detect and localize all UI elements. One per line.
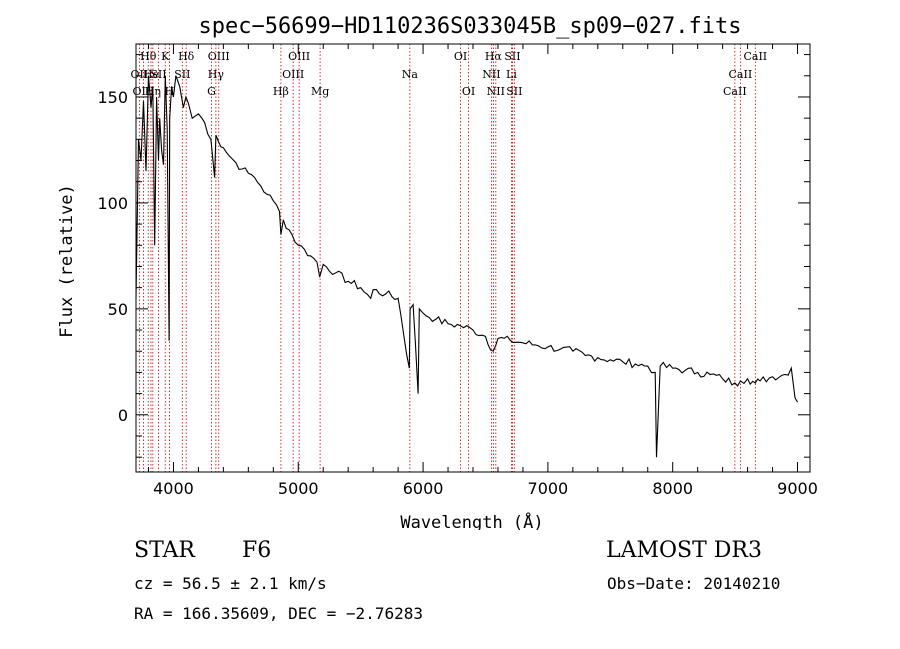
y-tick-label: 50 [108,300,128,319]
line-label: K [161,50,170,63]
object-subclass: F6 [242,538,272,563]
survey-name: LAMOST DR3 [606,538,762,563]
x-tick-label: 7000 [528,479,569,498]
line-label: Hθ [140,50,157,63]
y-tick-label: 100 [97,194,128,213]
spectrum-chart: spec−56699−HD110236S033045B_sp09−027.fit… [57,14,818,530]
plot-frame [135,43,811,473]
chart-title: spec−56699−HD110236S033045B_sp09−027.fit… [198,14,741,39]
spectrum-line [135,75,798,458]
object-class: STAR [134,538,195,563]
line-label: Hδ [178,50,195,63]
line-label: G [207,85,216,98]
line-label: OII [131,68,149,81]
x-tick-label: 8000 [652,479,693,498]
line-label: Mg [311,85,329,98]
line-label: SII [150,68,166,81]
line-label: Hβ [273,85,289,98]
x-axis-label: Wavelength (Å) [400,511,543,530]
line-label: CaII [723,85,747,98]
line-label: NII [487,85,505,98]
coordinates: RA = 166.35609, DEC = −2.76283 [134,604,423,623]
line-label: OIII [288,50,310,63]
axes: 4000 5000 6000 7000 8000 9000 0 50 100 150 [97,44,818,498]
line-label: H [165,85,175,98]
line-label: SII [506,85,522,98]
line-label: SII [504,50,520,63]
line-label: He [143,68,159,81]
line-label: Na [402,68,419,81]
y-tick-label: 0 [118,406,128,425]
line-label: SII [174,68,190,81]
line-label: CaII [729,68,753,81]
observation-date: Obs−Date: 20140210 [607,574,781,593]
line-label: Li [506,68,517,81]
redshift-value: cz = 56.5 ± 2.1 km/s [134,574,327,593]
x-tick-label: 4000 [153,479,194,498]
y-tick-label: 150 [97,88,128,107]
line-label: CaII [743,50,767,63]
line-label: OIII [282,68,304,81]
x-tick-label: 5000 [278,479,319,498]
line-label: Hγ [208,68,225,81]
x-tick-label: 9000 [777,479,818,498]
x-tick-label: 6000 [403,479,444,498]
y-axis-label: Flux (relative) [57,184,77,338]
line-label: OIII [208,50,230,63]
line-label: Hα [485,50,503,63]
line-label: NII [482,68,500,81]
line-label: OI [462,85,475,98]
line-label: OI [454,50,467,63]
